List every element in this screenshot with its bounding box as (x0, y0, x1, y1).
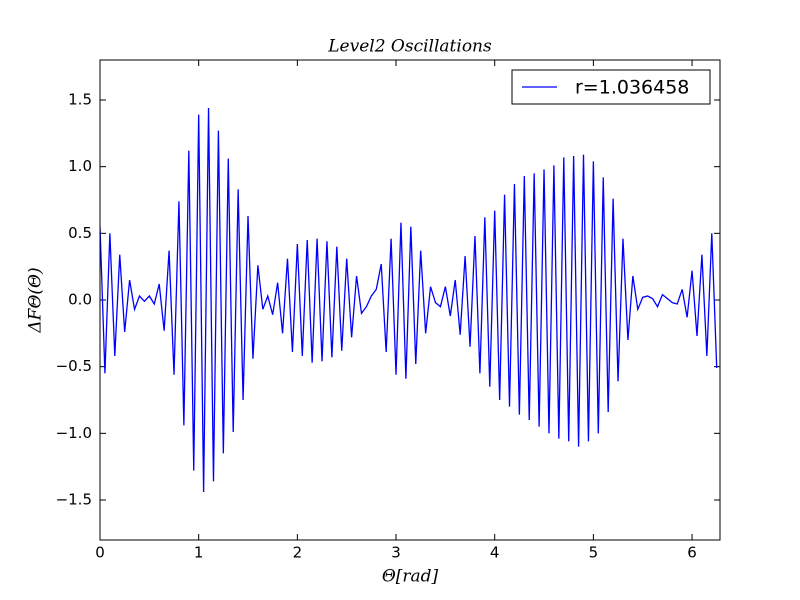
x-tick-label: 4 (490, 544, 500, 562)
plot-frame (99, 59, 721, 541)
y-tick-label: −0.5 (56, 357, 92, 375)
y-tick-label: 1.5 (68, 91, 92, 109)
y-tick-label: −1.0 (56, 424, 92, 442)
x-tick-label: 6 (687, 544, 697, 562)
x-axis-label: Θ[rad] (382, 567, 439, 587)
y-tick-label: 1.0 (68, 157, 92, 175)
y-tick-label: 0.5 (68, 224, 92, 242)
x-tick-label: 0 (95, 544, 105, 562)
y-tick-label: 0.0 (68, 291, 92, 309)
y-tick-label: −1.5 (56, 491, 92, 509)
x-tick-label: 3 (391, 544, 401, 562)
data-line (100, 107, 718, 493)
x-tick-label: 2 (293, 544, 303, 562)
x-tick-label: 1 (194, 544, 204, 562)
y-axis-label: ΔFΘ(Θ) (26, 267, 46, 333)
chart-title: Level2 Oscillations (327, 37, 492, 57)
x-tick-label: 5 (589, 544, 599, 562)
legend-label: r=1.036458 (575, 77, 689, 99)
